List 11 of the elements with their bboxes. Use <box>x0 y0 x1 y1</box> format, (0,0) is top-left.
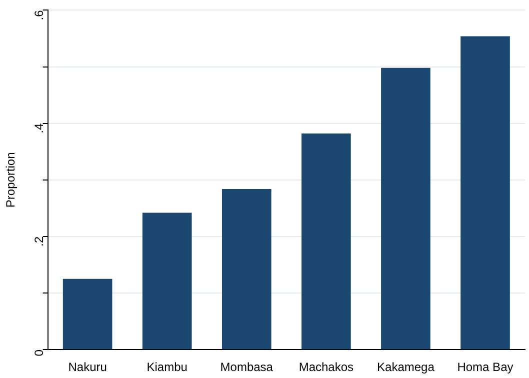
x-tick-label: Kakamega <box>377 360 435 374</box>
x-tick-label: Kiambu <box>146 360 188 374</box>
y-tick-label: .6 <box>32 10 46 20</box>
y-tick-label: .4 <box>32 123 46 134</box>
x-tick-label: Mombasa <box>220 360 274 374</box>
y-tick-label: .2 <box>32 236 46 246</box>
x-tick-label: Homa Bay <box>457 360 514 374</box>
y-tick-label: 0 <box>32 349 46 356</box>
y-axis-title: Proportion <box>4 152 18 208</box>
x-tick-label: Nakuru <box>68 360 107 374</box>
x-tick-label: Machakos <box>298 360 354 374</box>
